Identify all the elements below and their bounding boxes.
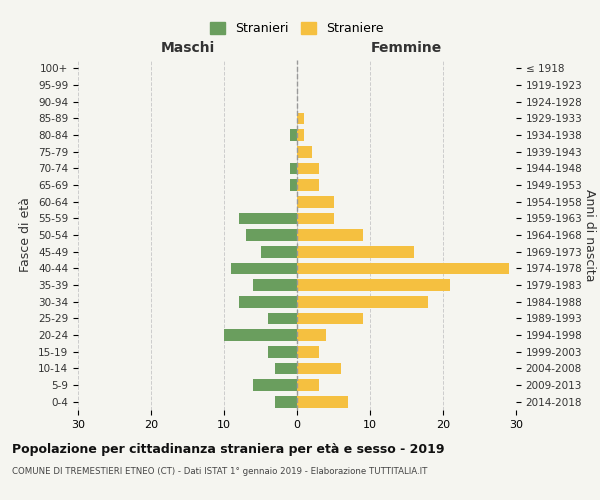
Bar	[268, 312, 297, 324]
Bar	[297, 346, 319, 358]
Text: COMUNE DI TREMESTIERI ETNEO (CT) - Dati ISTAT 1° gennaio 2019 - Elaborazione TUT: COMUNE DI TREMESTIERI ETNEO (CT) - Dati …	[12, 468, 427, 476]
Bar	[297, 212, 334, 224]
Bar	[275, 396, 297, 407]
Bar	[290, 129, 297, 141]
Y-axis label: Anni di nascita: Anni di nascita	[583, 188, 596, 281]
Bar	[297, 379, 319, 391]
Bar	[297, 262, 509, 274]
Bar	[290, 162, 297, 174]
Bar	[297, 246, 414, 258]
Bar	[224, 329, 297, 341]
Bar	[275, 362, 297, 374]
Bar	[232, 262, 297, 274]
Y-axis label: Fasce di età: Fasce di età	[19, 198, 32, 272]
Bar	[297, 129, 304, 141]
Bar	[297, 329, 326, 341]
Text: Maschi: Maschi	[160, 41, 215, 55]
Bar	[297, 179, 319, 191]
Bar	[297, 312, 363, 324]
Bar	[297, 146, 311, 158]
Bar	[239, 296, 297, 308]
Bar	[260, 246, 297, 258]
Bar	[297, 279, 451, 291]
Bar	[246, 229, 297, 241]
Bar	[297, 196, 334, 207]
Legend: Stranieri, Straniere: Stranieri, Straniere	[205, 18, 389, 40]
Text: Popolazione per cittadinanza straniera per età e sesso - 2019: Popolazione per cittadinanza straniera p…	[12, 442, 445, 456]
Text: Femmine: Femmine	[371, 41, 442, 55]
Bar	[297, 396, 348, 407]
Bar	[297, 162, 319, 174]
Bar	[297, 229, 363, 241]
Bar	[297, 112, 304, 124]
Bar	[239, 212, 297, 224]
Bar	[297, 296, 428, 308]
Bar	[253, 279, 297, 291]
Bar	[253, 379, 297, 391]
Bar	[297, 362, 341, 374]
Bar	[268, 346, 297, 358]
Bar	[290, 179, 297, 191]
